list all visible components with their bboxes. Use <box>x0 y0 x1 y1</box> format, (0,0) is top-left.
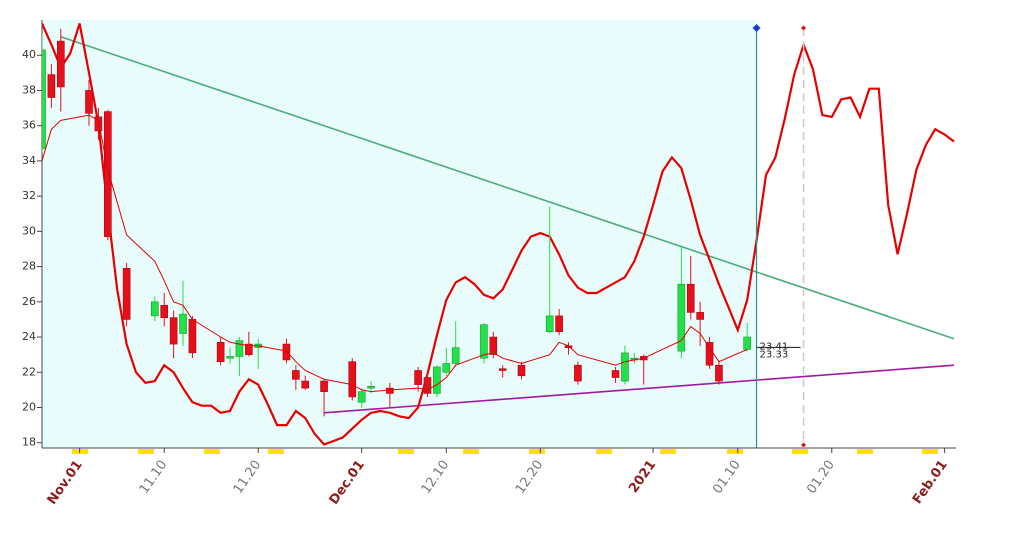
x-tick-label: Nov.01 <box>45 458 86 508</box>
candle-body <box>85 90 93 114</box>
cycle-line <box>42 23 955 446</box>
candle-body <box>414 370 422 385</box>
event-marker <box>529 449 545 454</box>
y-tick-label: 34 <box>22 154 36 167</box>
y-tick-label: 18 <box>22 436 36 449</box>
event-marker <box>596 449 612 454</box>
event-marker <box>922 449 938 454</box>
candle-body <box>677 283 686 352</box>
candle-body <box>433 366 441 394</box>
candle-body <box>611 370 620 378</box>
candle-body <box>442 363 451 373</box>
x-tick-label: 12.20 <box>513 458 547 497</box>
x-tick-label: Feb.01 <box>910 458 951 507</box>
candle-body <box>489 336 498 355</box>
candle-body <box>545 315 554 333</box>
candle-body <box>245 343 253 355</box>
event-marker <box>857 449 873 454</box>
y-tick-label: 22 <box>22 365 36 378</box>
x-tick-label: Dec.01 <box>327 458 368 508</box>
event-marker <box>660 449 676 454</box>
forecast-shade <box>42 20 757 448</box>
candle-body <box>555 315 563 333</box>
y-tick-label: 24 <box>22 330 36 343</box>
moving-average <box>42 114 748 393</box>
y-tick-label: 20 <box>22 400 36 413</box>
candle-body <box>480 324 488 359</box>
y-tick-label: 36 <box>22 119 36 132</box>
candle-body <box>517 364 526 377</box>
x-tick-label: 2021 <box>626 458 659 496</box>
y-tick-label: 28 <box>22 260 36 273</box>
candle-body <box>386 387 394 394</box>
candle-body <box>367 386 375 389</box>
candle-body <box>47 74 56 98</box>
candle-body <box>696 312 704 320</box>
candle-body <box>357 391 366 403</box>
candle-body <box>715 364 723 382</box>
y-tick-label: 40 <box>22 48 36 61</box>
vertical-marker-tip <box>801 442 807 448</box>
event-marker <box>398 449 414 454</box>
event-marker <box>727 449 743 454</box>
candle-body <box>451 347 460 364</box>
trendline <box>324 364 955 414</box>
candle-body <box>216 342 225 362</box>
last-price-label: 23.33 <box>760 349 789 360</box>
y-tick-label: 38 <box>22 83 36 96</box>
candle-body <box>292 370 300 380</box>
candle-body <box>743 336 751 350</box>
candle-body <box>301 380 310 389</box>
event-marker <box>268 449 284 454</box>
x-tick-label: 01.10 <box>710 458 744 497</box>
x-tick-label: 11.20 <box>231 458 265 497</box>
last-price-label: 23.41 <box>760 341 789 352</box>
y-tick-label: 26 <box>22 295 36 308</box>
candle-body <box>235 340 244 357</box>
candle-body <box>348 361 357 398</box>
candle-body <box>122 268 131 320</box>
candle-body <box>705 342 714 366</box>
event-marker <box>138 449 154 454</box>
candle-body <box>282 343 291 361</box>
candle-body <box>57 40 65 88</box>
candle-body <box>42 49 46 149</box>
candle-body <box>574 364 582 382</box>
vertical-marker-tip <box>752 24 761 32</box>
candle-body <box>179 313 187 334</box>
trendline <box>60 35 955 340</box>
candle-body <box>104 111 112 237</box>
x-tick-label: 12.10 <box>419 458 453 497</box>
y-tick-label: 30 <box>22 224 36 237</box>
plot <box>42 23 955 446</box>
candle-body <box>621 352 629 382</box>
candle-body <box>686 283 695 313</box>
event-marker <box>463 449 479 454</box>
x-tick-label: 01.20 <box>804 458 838 497</box>
candle-body <box>423 377 432 394</box>
event-marker <box>792 449 808 454</box>
candle-body <box>320 380 328 392</box>
candle-body <box>498 368 507 371</box>
candle-body <box>94 116 103 132</box>
candle-body <box>188 319 197 354</box>
vertical-marker-tip <box>801 25 807 31</box>
event-markers <box>72 449 938 454</box>
event-marker <box>204 449 220 454</box>
candle-body <box>160 305 169 318</box>
candle-body <box>169 317 178 345</box>
x-tick-label: 11.10 <box>137 458 171 497</box>
candle-body <box>151 301 159 317</box>
y-tick-label: 32 <box>22 189 36 202</box>
candle-body <box>226 356 234 359</box>
